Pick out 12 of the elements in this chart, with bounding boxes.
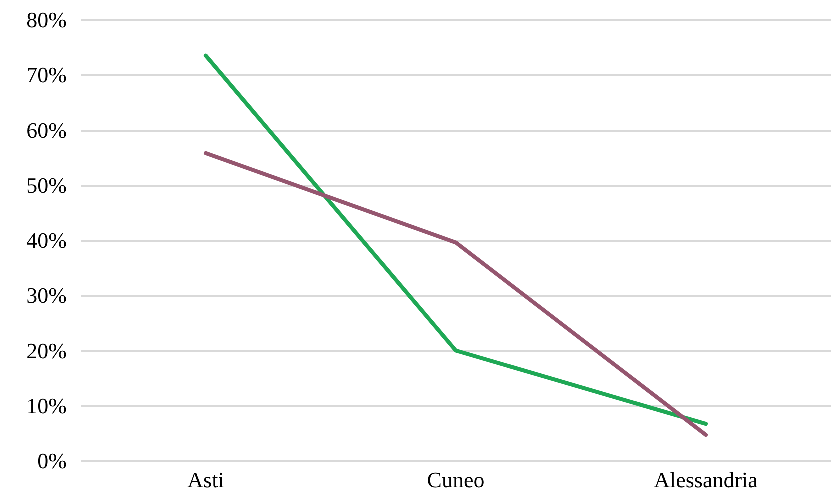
y-tick-label: 50%	[26, 172, 67, 198]
y-tick-label: 60%	[26, 118, 67, 143]
y-tick-label: 20%	[26, 338, 67, 364]
x-tick-label: Alessandria	[654, 468, 758, 492]
x-tick-label: Cuneo	[427, 468, 485, 492]
y-tick-label: 70%	[26, 62, 67, 88]
y-tick-label: 0%	[38, 448, 67, 474]
x-tick-label: Asti	[188, 468, 224, 492]
y-tick-label: 30%	[26, 283, 67, 308]
y-tick-label: 80%	[26, 8, 67, 32]
y-tick-label: 10%	[26, 393, 67, 418]
y-tick-label: 40%	[26, 228, 67, 253]
